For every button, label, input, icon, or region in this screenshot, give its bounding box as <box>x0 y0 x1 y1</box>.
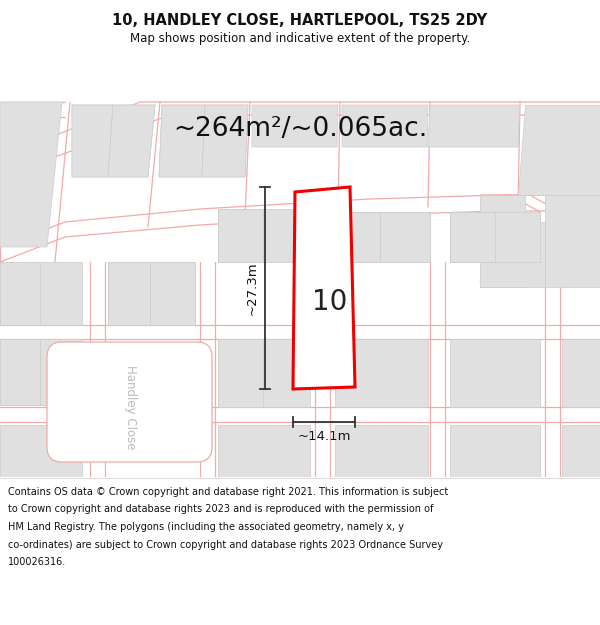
Polygon shape <box>518 105 600 195</box>
Text: ~264m²/~0.065ac.: ~264m²/~0.065ac. <box>173 116 427 142</box>
Polygon shape <box>218 425 310 477</box>
Text: ~14.1m: ~14.1m <box>297 430 351 443</box>
Polygon shape <box>159 105 205 177</box>
Polygon shape <box>252 105 338 147</box>
Polygon shape <box>0 339 82 405</box>
Polygon shape <box>218 209 310 262</box>
Polygon shape <box>545 195 600 287</box>
Polygon shape <box>72 105 155 177</box>
Text: 100026316.: 100026316. <box>8 557 66 567</box>
Polygon shape <box>335 339 428 407</box>
Polygon shape <box>335 212 430 262</box>
Text: Contains OS data © Crown copyright and database right 2021. This information is : Contains OS data © Crown copyright and d… <box>8 487 448 497</box>
Polygon shape <box>72 105 113 177</box>
Polygon shape <box>218 209 263 262</box>
Polygon shape <box>342 105 428 147</box>
Polygon shape <box>108 105 155 177</box>
Polygon shape <box>108 262 150 325</box>
Text: co-ordinates) are subject to Crown copyright and database rights 2023 Ordnance S: co-ordinates) are subject to Crown copyr… <box>8 539 443 549</box>
Polygon shape <box>108 262 195 325</box>
Text: Map shows position and indicative extent of the property.: Map shows position and indicative extent… <box>130 32 470 45</box>
Polygon shape <box>450 425 540 477</box>
FancyBboxPatch shape <box>47 342 212 462</box>
Polygon shape <box>450 212 495 262</box>
Polygon shape <box>450 339 540 407</box>
Polygon shape <box>150 262 195 325</box>
Polygon shape <box>562 339 600 407</box>
Polygon shape <box>0 425 82 477</box>
Polygon shape <box>293 187 355 389</box>
Polygon shape <box>0 262 82 325</box>
Polygon shape <box>480 222 545 287</box>
Text: HM Land Registry. The polygons (including the associated geometry, namely x, y: HM Land Registry. The polygons (includin… <box>8 522 404 532</box>
Text: 10, HANDLEY CLOSE, HARTLEPOOL, TS25 2DY: 10, HANDLEY CLOSE, HARTLEPOOL, TS25 2DY <box>112 13 488 28</box>
Text: to Crown copyright and database rights 2023 and is reproduced with the permissio: to Crown copyright and database rights 2… <box>8 504 433 514</box>
Polygon shape <box>0 102 62 247</box>
Text: Handley Close: Handley Close <box>124 365 137 449</box>
Polygon shape <box>380 212 430 262</box>
Polygon shape <box>0 262 40 325</box>
Polygon shape <box>335 425 428 477</box>
Polygon shape <box>562 425 600 477</box>
Polygon shape <box>218 339 310 407</box>
Polygon shape <box>450 212 540 262</box>
Polygon shape <box>335 212 380 262</box>
Polygon shape <box>0 339 40 405</box>
Polygon shape <box>202 105 248 177</box>
Polygon shape <box>218 339 263 407</box>
Polygon shape <box>480 195 525 287</box>
Text: 10: 10 <box>313 288 347 316</box>
Text: ~27.3m: ~27.3m <box>246 261 259 315</box>
Polygon shape <box>159 105 248 177</box>
Polygon shape <box>40 339 82 405</box>
Polygon shape <box>428 105 520 147</box>
